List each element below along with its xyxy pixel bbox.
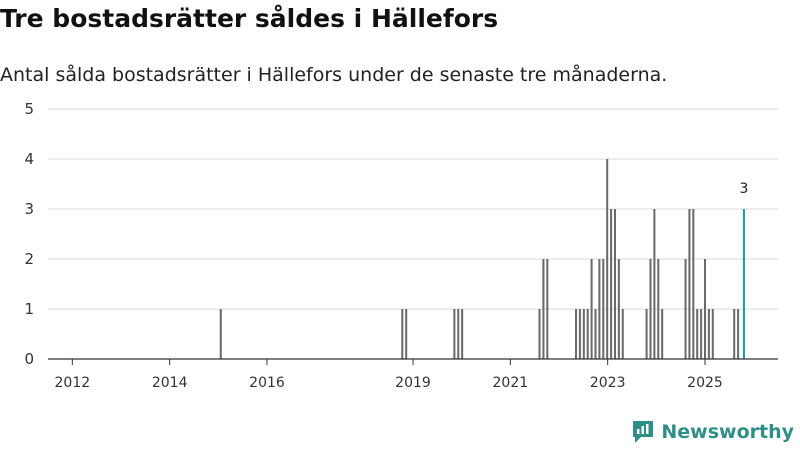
x-tick-label: 2023 [590, 375, 626, 391]
bar [457, 309, 460, 359]
data-labels: 3 [739, 181, 748, 197]
bar [602, 259, 605, 359]
bar [645, 309, 648, 359]
bar [594, 309, 597, 359]
bar [649, 259, 652, 359]
x-tick-label: 2016 [249, 375, 285, 391]
bar [606, 159, 609, 359]
bar [737, 309, 740, 359]
bar [684, 259, 687, 359]
bar [405, 309, 408, 359]
newsworthy-logo: Newsworthy [631, 419, 794, 445]
bar [453, 309, 456, 359]
bar [613, 209, 616, 359]
y-axis-ticks: 0 1 2 3 4 5 [24, 100, 34, 368]
brand-name: Newsworthy [661, 421, 794, 443]
bar [621, 309, 624, 359]
bar [590, 259, 593, 359]
bar [707, 309, 710, 359]
x-tick-label: 2021 [493, 375, 529, 391]
chart-subtitle: Antal sålda bostadsrätter i Hällefors un… [0, 64, 668, 86]
y-tick-label: 4 [24, 150, 34, 168]
y-tick-label: 5 [24, 100, 34, 118]
bar [546, 259, 549, 359]
y-tick-label: 1 [24, 300, 34, 318]
x-tick-label: 2019 [395, 375, 431, 391]
y-tick-label: 2 [24, 250, 34, 268]
y-tick-label: 3 [24, 200, 34, 218]
bars [219, 159, 745, 359]
bar [542, 259, 545, 359]
x-tick-label: 2014 [152, 375, 188, 391]
bar [661, 309, 664, 359]
bar [688, 209, 691, 359]
bar [219, 309, 222, 359]
bar [653, 209, 656, 359]
y-tick-label: 0 [24, 350, 34, 368]
x-tick-label: 2012 [55, 375, 91, 391]
chart-title: Tre bostadsrätter såldes i Hällefors [0, 4, 499, 33]
bar [538, 309, 541, 359]
x-tick-label: 2025 [687, 375, 723, 391]
bar [575, 309, 578, 359]
bar [696, 309, 699, 359]
data-label: 3 [739, 181, 748, 197]
newsworthy-logo-icon [633, 421, 654, 443]
bar [586, 309, 589, 359]
bar [733, 309, 736, 359]
bar [692, 209, 695, 359]
bar [657, 259, 660, 359]
bar [711, 309, 714, 359]
bar [700, 309, 703, 359]
bar [617, 259, 620, 359]
bar [610, 209, 613, 359]
bar [578, 309, 581, 359]
bar [401, 309, 404, 359]
highlight-bar [742, 209, 745, 359]
bar [582, 309, 585, 359]
bar [461, 309, 464, 359]
bar [703, 259, 707, 359]
bar [598, 259, 601, 359]
x-axis-ticks: 2012 2014 2016 2019 2021 2023 2025 [55, 359, 723, 391]
grid-lines [48, 108, 778, 310]
